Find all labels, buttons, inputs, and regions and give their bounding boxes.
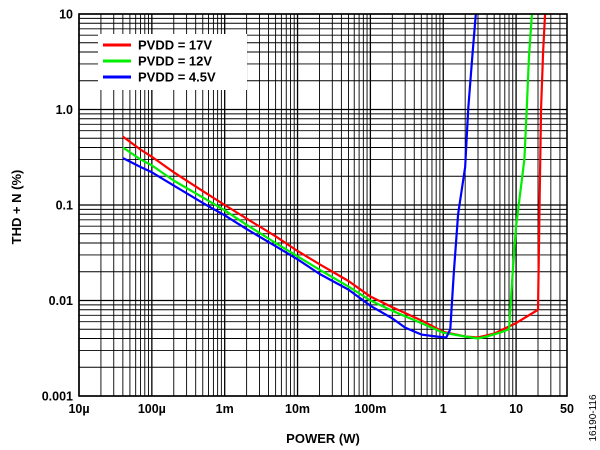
series-line-2 [122,13,477,339]
series-line-1 [122,13,534,340]
x-tick-label-2: 1m [216,402,234,416]
y-tick-label-0: 0.001 [42,390,73,404]
x-tick-label-6: 10 [509,402,523,416]
y-tick-label-1: 0.01 [49,294,73,308]
x-tick-label-1: 100µ [138,402,166,416]
x-axis-title: POWER (W) [286,431,360,446]
x-tick-labels: 10µ 100µ 1m 10m 100m 1 10 50 [68,402,574,416]
y-tick-label-2: 0.1 [56,199,73,213]
x-tick-label-7: 50 [560,402,574,416]
legend-label-0: PVDD = 17V [138,38,212,53]
plot-frame [78,13,568,397]
y-tick-label-3: 1.0 [56,103,73,117]
y-tick-label-4: 10 [59,8,73,22]
figure-id: 16190-116 [588,394,599,442]
x-tick-label-4: 100m [354,402,386,416]
x-tick-label-5: 1 [440,402,447,416]
y-tick-labels: 0.001 0.01 0.1 1.0 10 [42,8,73,404]
x-tick-label-3: 10m [285,402,310,416]
legend-label-2: PVDD = 4.5V [138,70,216,85]
series-lines [122,13,547,340]
series-line-0 [122,13,547,339]
x-tick-label-0: 10µ [68,402,89,416]
y-axis-title: THD + N (%) [9,170,24,245]
legend-label-1: PVDD = 12V [138,54,212,69]
